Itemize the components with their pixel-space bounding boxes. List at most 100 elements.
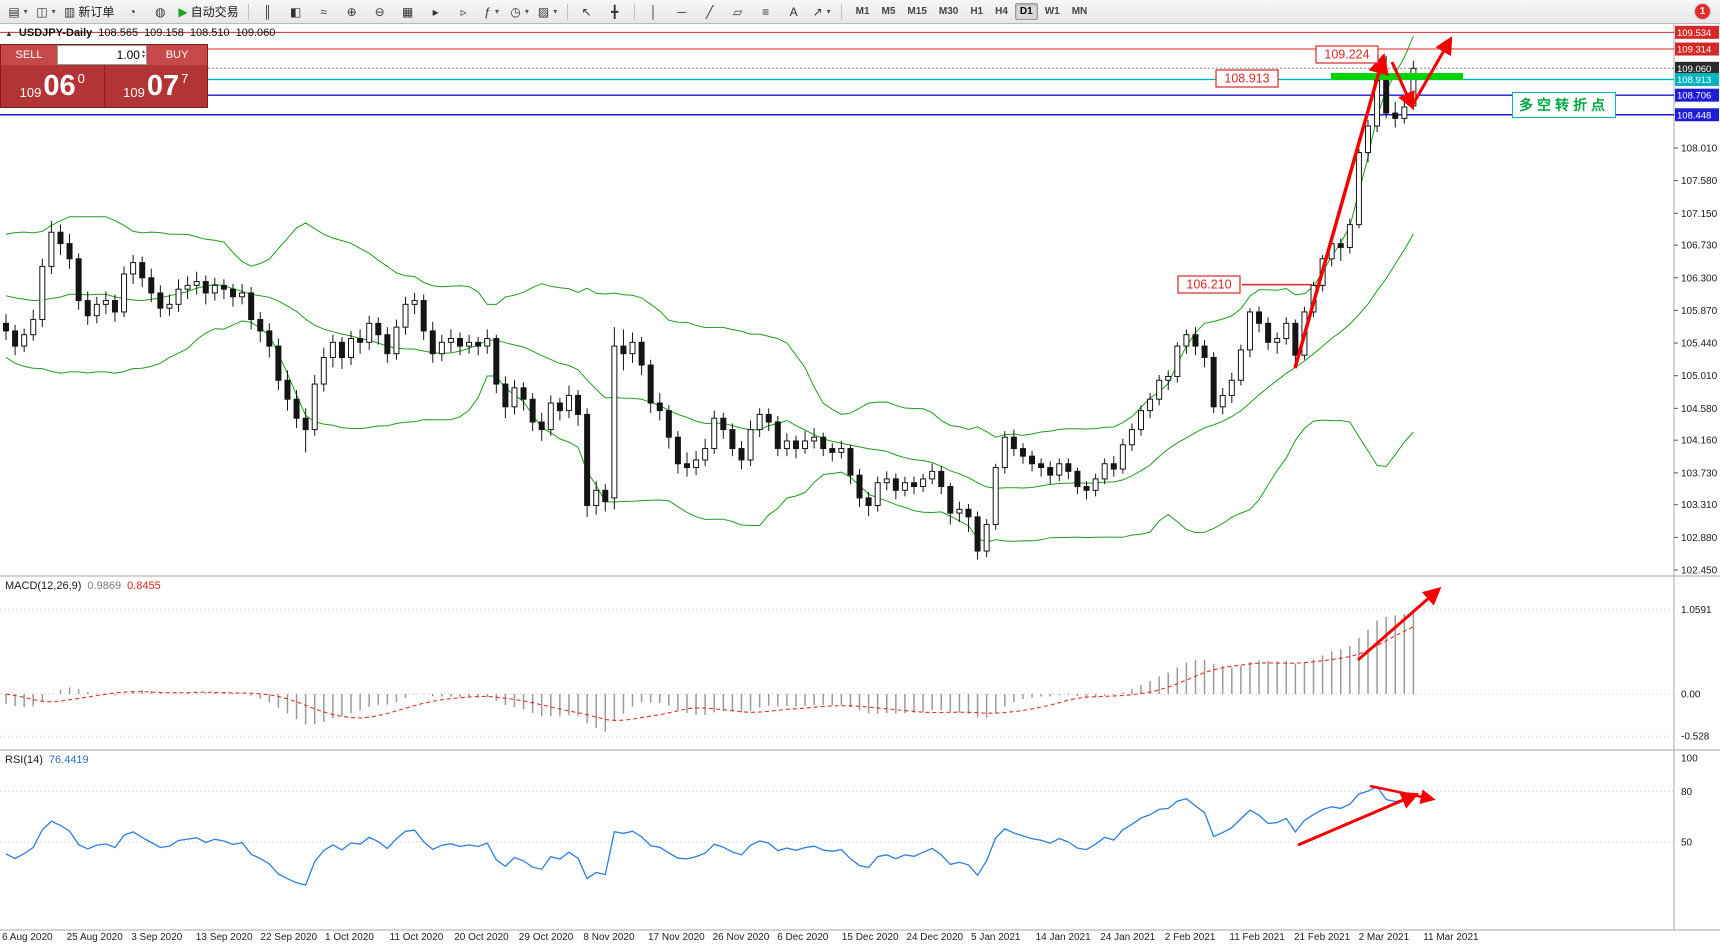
crosshair-tool-button[interactable]: ╋ <box>601 1 629 23</box>
timeframe-h1[interactable]: H1 <box>970 6 984 17</box>
main-toolbar: ▤ ▾ ◫ ▾ ▥ 新订单 ◔ ◍ ▶ 自动交易 ║ ◧ ≈ ⊕ ⊖ ▦ ▸ ▹ ƒ ▾ ◷ ▾ ▨ ▾ ↖ ╋ │ ─ ╱ ▱ ≡ A ↗ ▾ … <box>0 0 1720 24</box>
zoom-out-button[interactable]: ⊖ <box>366 1 394 23</box>
one-click-trading-panel: SELL 1.00 ▴ ▾ BUY 109 06 0 109 07 7 <box>0 44 208 108</box>
buy-button[interactable]: 109 07 7 <box>104 65 207 107</box>
date-label: 11 Mar 2021 <box>1423 932 1479 943</box>
cursor-tool-button[interactable]: ↖ <box>573 1 601 23</box>
timeframe-h4[interactable]: H4 <box>995 6 1008 17</box>
ohlc-close: 109.060 <box>235 27 276 39</box>
candlestick-mode-button[interactable]: ◧ <box>282 1 310 23</box>
timeframe-m5[interactable]: M5 <box>881 6 896 17</box>
crosshair-tool-icon: ╋ <box>610 4 619 19</box>
date-label: 6 Dec 2020 <box>777 932 829 943</box>
buy-price-point: 7 <box>181 71 189 86</box>
date-label: 22 Sep 2020 <box>260 932 318 943</box>
indicators-button[interactable]: ƒ ▾ <box>478 1 506 23</box>
text-tool-icon: A <box>789 4 798 19</box>
text-tool-button[interactable]: A <box>780 1 808 23</box>
sell-price-main: 109 <box>19 85 42 100</box>
trend-arrow[interactable] <box>1297 792 1420 847</box>
market-watch-button[interactable]: ◔ <box>118 1 146 23</box>
auto-scroll-button[interactable]: ▸ <box>422 1 450 23</box>
toolbar-buttons: ▤ ▾ ◫ ▾ ▥ 新订单 ◔ ◍ ▶ 自动交易 ║ ◧ ≈ ⊕ ⊖ ▦ ▸ ▹ ƒ ▾ ◷ ▾ ▨ ▾ ↖ ╋ │ ─ ╱ ▱ ≡ A ↗ ▾ <box>4 1 836 23</box>
svg-text:102.880: 102.880 <box>1681 533 1718 544</box>
fibonacci-tool-button[interactable]: ≡ <box>752 1 780 23</box>
templates-button[interactable]: ▨ ▾ <box>534 1 562 23</box>
svg-text:109.224: 109.224 <box>1324 48 1369 62</box>
svg-text:103.730: 103.730 <box>1681 468 1718 479</box>
sell-button[interactable]: 109 06 0 <box>1 65 105 107</box>
bar-chart-mode-button[interactable]: ║ <box>254 1 282 23</box>
vertical-line-tool-icon: │ <box>649 4 658 19</box>
zoom-out-icon: ⊖ <box>374 4 385 19</box>
line-chart-mode-button[interactable]: ≈ <box>310 1 338 23</box>
timeframe-mn[interactable]: MN <box>1071 6 1088 17</box>
profiles-button[interactable]: ◫ ▾ <box>32 1 60 23</box>
chart-shift-button[interactable]: ▹ <box>450 1 478 23</box>
toolbar-separator <box>566 3 568 20</box>
autotrading-button[interactable]: ▶ 自动交易 <box>174 1 242 23</box>
sell-price-point: 0 <box>77 71 85 86</box>
trendline-tool-button[interactable]: ╱ <box>696 1 724 23</box>
date-label: 20 Oct 2020 <box>454 932 509 943</box>
date-axis[interactable]: 6 Aug 2020 25 Aug 2020 3 Sep 2020 13 Sep 20… <box>0 932 1720 945</box>
channel-tool-button[interactable]: ▱ <box>724 1 752 23</box>
trend-arrow[interactable] <box>1293 52 1389 369</box>
candlestick-mode-icon: ◧ <box>289 4 302 19</box>
date-label: 11 Oct 2020 <box>389 932 444 943</box>
chart-shift-icon: ▹ <box>460 4 467 19</box>
date-label: 24 Jan 2021 <box>1100 932 1156 943</box>
trend-arrow[interactable] <box>1390 61 1415 111</box>
volume-spinner[interactable]: ▴ ▾ <box>141 49 145 60</box>
svg-text:106.300: 106.300 <box>1681 273 1718 284</box>
svg-text:109.534: 109.534 <box>1677 28 1711 39</box>
notification-badge[interactable]: 1 <box>1695 4 1710 19</box>
new-chart-icon: ▤ <box>8 4 20 19</box>
trend-arrow[interactable] <box>1410 36 1453 107</box>
timeframe-d1[interactable]: D1 <box>1014 3 1038 20</box>
macd-title: MACD(12,26,9) <box>5 580 82 592</box>
date-label: 11 Feb 2021 <box>1229 932 1285 943</box>
one-click-toggle-icon[interactable]: ▲ <box>5 28 13 38</box>
sell-label: SELL <box>1 45 57 65</box>
trend-arrow[interactable] <box>1369 784 1436 805</box>
new-chart-button[interactable]: ▤ ▾ <box>4 1 32 23</box>
timeframe-m15[interactable]: M15 <box>907 6 927 17</box>
chevron-down-icon: ▾ <box>524 7 529 16</box>
date-label: 13 Sep 2020 <box>195 932 253 943</box>
trendline-tool-icon: ╱ <box>705 4 714 19</box>
svg-text:106.730: 106.730 <box>1681 241 1718 252</box>
trend-arrow[interactable] <box>1357 587 1442 662</box>
new-order-button-label: 新订单 <box>78 5 115 19</box>
ohlc-low: 108.510 <box>189 27 230 39</box>
vertical-line-tool-button[interactable]: │ <box>640 1 668 23</box>
turning-point-annotation[interactable]: 多空转折点 <box>1512 92 1616 118</box>
cursor-tool-icon: ↖ <box>581 4 592 19</box>
volume-input[interactable]: 1.00 ▴ ▾ <box>57 45 147 65</box>
svg-text:109.314: 109.314 <box>1677 45 1711 56</box>
date-label: 6 Aug 2020 <box>2 932 53 943</box>
svg-text:108.913: 108.913 <box>1224 72 1269 86</box>
horizontal-line-tool-button[interactable]: ─ <box>668 1 696 23</box>
date-label: 25 Aug 2020 <box>66 932 123 943</box>
zoom-in-button[interactable]: ⊕ <box>338 1 366 23</box>
svg-text:-0.528: -0.528 <box>1681 732 1710 743</box>
periods-button[interactable]: ◷ ▾ <box>506 1 534 23</box>
timeframe-m30[interactable]: M30 <box>938 6 959 17</box>
strategy-tester-button[interactable]: ◍ <box>146 1 174 23</box>
autotrading-icon: ▶ <box>178 4 188 19</box>
autotrading-button-label: 自动交易 <box>190 5 239 19</box>
macd-main-value: 0.9869 <box>87 580 122 592</box>
svg-text:107.150: 107.150 <box>1681 209 1718 220</box>
tile-windows-button[interactable]: ▦ <box>394 1 422 23</box>
date-label: 2 Feb 2021 <box>1164 932 1216 943</box>
timeframe-w1[interactable]: W1 <box>1044 6 1060 17</box>
arrows-tool-button[interactable]: ↗ ▾ <box>808 1 836 23</box>
new-order-button[interactable]: ▥ 新订单 <box>60 1 118 23</box>
bar-chart-mode-icon: ║ <box>263 4 272 19</box>
timeframe-m1[interactable]: M1 <box>855 6 870 17</box>
volume-value: 1.00 <box>116 48 140 62</box>
svg-text:1.0591: 1.0591 <box>1681 605 1712 616</box>
macd-indicator-header: MACD(12,26,9) 0.9869 0.8455 <box>5 580 161 592</box>
